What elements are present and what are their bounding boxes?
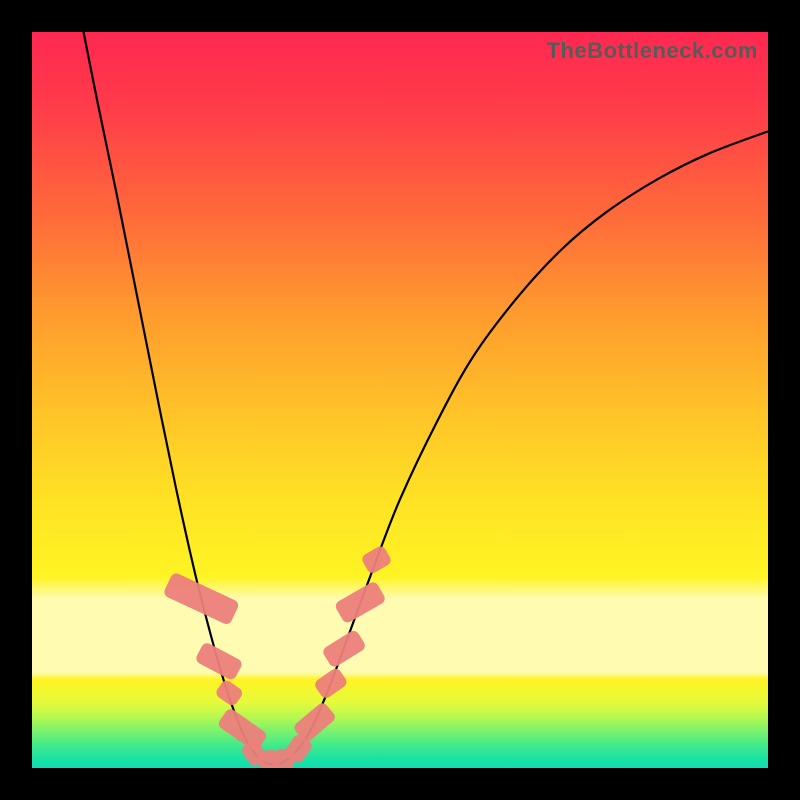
curve-marker bbox=[321, 629, 367, 669]
bottleneck-curve bbox=[84, 32, 768, 764]
curve-layer bbox=[32, 32, 768, 768]
curve-marker bbox=[360, 544, 393, 575]
chart-container: TheBottleneck.com bbox=[0, 0, 800, 800]
curve-marker bbox=[194, 641, 243, 681]
curve-marker bbox=[214, 678, 244, 707]
curve-marker bbox=[313, 666, 349, 700]
curve-marker bbox=[162, 571, 240, 625]
plot-area: TheBottleneck.com bbox=[32, 32, 768, 768]
curve-marker bbox=[334, 580, 387, 624]
curve-marker bbox=[217, 707, 269, 753]
